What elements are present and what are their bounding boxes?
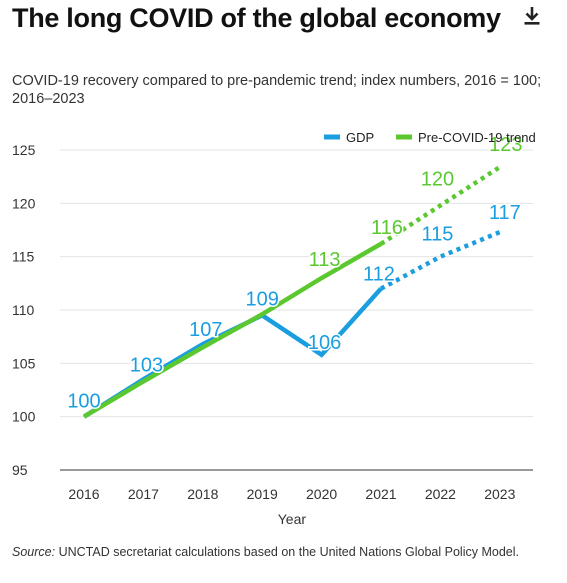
y-tick-label: 105 (12, 355, 36, 371)
x-tick-label: 2019 (247, 486, 278, 502)
x-tick-label: 2020 (306, 486, 337, 502)
x-tick-label: 2022 (425, 486, 456, 502)
y-tick-label: 115 (12, 249, 35, 265)
data-label-0: 115 (421, 224, 453, 246)
x-tick-label: 2021 (365, 486, 396, 502)
y-tick-label: 110 (12, 302, 35, 318)
source-note: Source: UNCTAD secretariat calculations … (12, 544, 557, 560)
download-button[interactable] (520, 4, 544, 28)
data-label-0: 106 (308, 332, 341, 354)
series-line-1 (82, 241, 383, 419)
data-label-0: 117 (489, 202, 521, 224)
download-icon (524, 7, 540, 25)
y-tick-label: 125 (12, 142, 36, 158)
data-label-1: 123 (489, 134, 522, 156)
data-label-0: 109 (246, 288, 279, 310)
legend-label: Pre-COVID-19 trend (418, 130, 536, 145)
data-label-0: 107 (189, 319, 222, 341)
x-tick-label: 2016 (68, 486, 99, 502)
data-label-0: 100 (67, 391, 100, 413)
data-label-1: 113 (309, 249, 341, 271)
x-tick-label: 2017 (128, 486, 159, 502)
data-label-0: 103 (130, 354, 163, 376)
source-text: UNCTAD secretariat calculations based on… (55, 545, 519, 559)
data-label-1: 120 (421, 168, 454, 190)
line-chart: 95 100 105 110 115 120 125 2016 2017 2018 2019 2020… (12, 130, 536, 527)
x-tick-label: 2023 (484, 486, 515, 502)
x-axis-title: Year (278, 511, 307, 527)
data-label-1: 116 (371, 217, 403, 239)
y-tick-label: 120 (12, 195, 36, 211)
chart-subtitle: COVID-19 recovery compared to pre-pandem… (12, 73, 542, 107)
y-tick-label: 100 (12, 409, 36, 425)
data-label-0: 112 (363, 264, 395, 286)
source-label: Source: (12, 545, 56, 559)
y-tick-label: 95 (12, 462, 28, 478)
chart-title: The long COVID of the global economy (12, 3, 501, 33)
legend-label: GDP (346, 130, 374, 145)
series-projection-line-1 (379, 165, 502, 246)
x-tick-label: 2018 (187, 486, 218, 502)
